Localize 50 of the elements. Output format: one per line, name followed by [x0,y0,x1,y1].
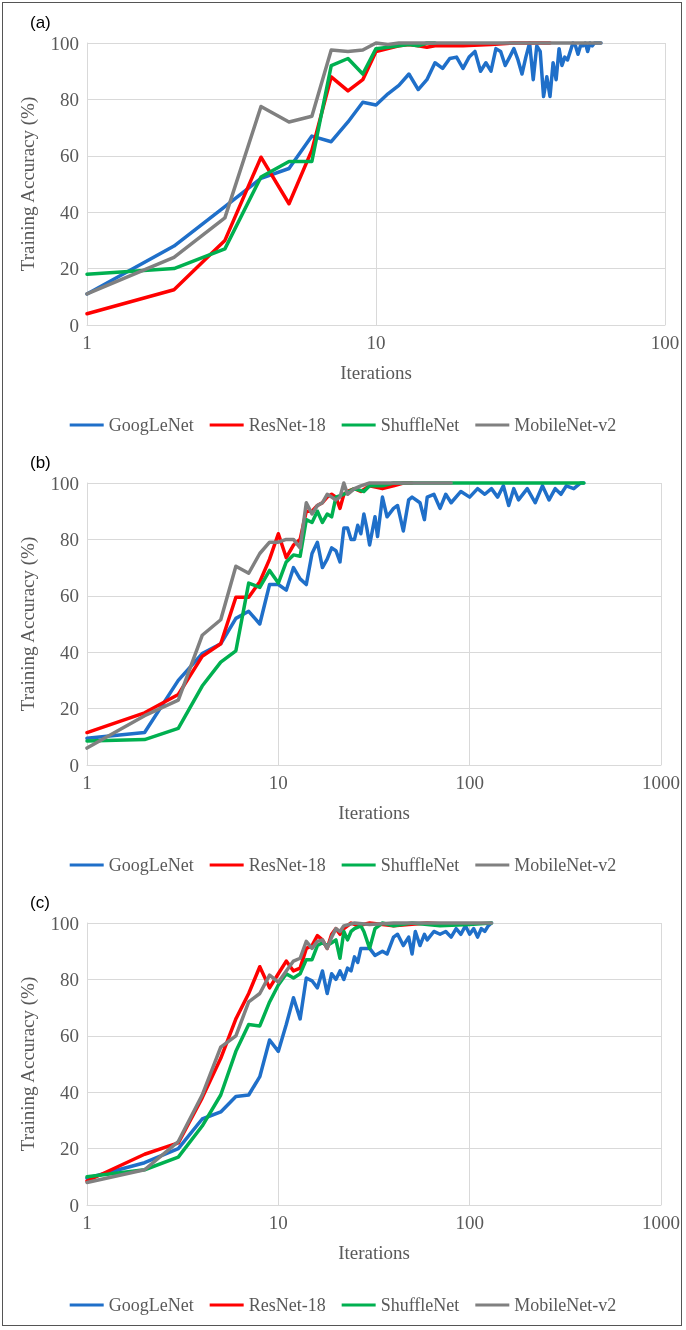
y-tick-label: 80 [60,88,79,110]
x-tick-label: 1000 [642,772,680,793]
x-tick-label: 1 [82,1212,92,1233]
chart-title: (c) [30,893,50,912]
x-tick-label: 10 [268,1212,288,1233]
x-tick-label: 100 [455,772,484,793]
legend-label: ShuffleNet [380,855,460,875]
y-tick-label: 20 [60,258,79,280]
legend-label: GoogLeNet [108,855,194,875]
y-axis-title: Training Accuracy (%) [17,96,39,272]
x-tick-label: 1000 [642,1212,680,1233]
y-tick-label: 100 [50,32,79,54]
y-tick-label: 0 [69,314,79,336]
legend-label: MobileNet-v2 [514,1295,617,1315]
y-tick-label: 60 [60,585,79,607]
y-tick-label: 20 [60,1138,79,1160]
y-tick-label: 40 [60,641,79,663]
y-tick-label: 80 [60,968,79,990]
y-tick-label: 100 [50,472,79,494]
x-axis-title: Iterations [338,1242,410,1263]
chart-title: (a) [30,13,51,32]
y-tick-label: 60 [60,1025,79,1047]
legend-label: GoogLeNet [108,1295,194,1315]
y-axis-title: Training Accuracy (%) [17,976,39,1152]
x-tick-label: 1 [82,772,92,793]
x-tick-label: 10 [366,332,386,353]
legend-label: MobileNet-v2 [514,855,617,875]
legend-label: ResNet-18 [248,855,326,875]
chart-title: (b) [30,453,51,472]
y-tick-label: 100 [50,912,79,934]
x-axis-title: Iterations [340,362,412,383]
x-tick-label: 100 [650,332,680,353]
x-tick-label: 10 [268,772,288,793]
legend-label: ResNet-18 [248,415,326,435]
legend-label: MobileNet-v2 [514,415,617,435]
y-tick-label: 40 [60,201,79,223]
legend-label: ResNet-18 [248,1295,326,1315]
legend-label: ShuffleNet [380,1295,460,1315]
y-tick-label: 40 [60,1081,79,1103]
y-tick-label: 60 [60,145,79,167]
legend-label: ShuffleNet [380,415,460,435]
y-tick-label: 0 [69,754,79,776]
x-tick-label: 100 [455,1212,484,1233]
legend-label: GoogLeNet [108,415,194,435]
x-axis-title: Iterations [338,802,410,823]
y-tick-label: 20 [60,698,79,720]
y-axis-title: Training Accuracy (%) [17,536,39,712]
y-tick-label: 80 [60,528,79,550]
x-tick-label: 1 [82,332,92,353]
y-tick-label: 0 [69,1194,79,1216]
